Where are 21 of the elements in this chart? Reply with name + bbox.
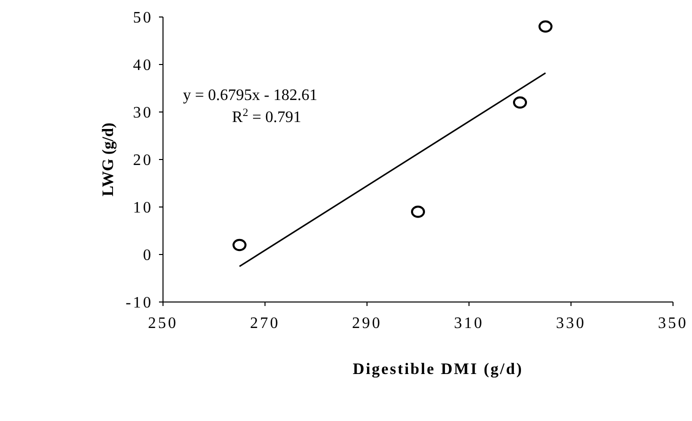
point (232, 238, 246, 252)
point (411, 206, 425, 218)
y-tick-label: 20 (133, 152, 153, 170)
x-tick-label: 330 (556, 315, 586, 332)
x-tick-label: 270 (250, 315, 280, 332)
y-tick-label: 50 (133, 10, 153, 27)
y-axis-title: LWG (g/d) (100, 122, 117, 196)
x-tick-label: 310 (454, 315, 484, 332)
x-tick-label: 350 (658, 315, 688, 332)
annotation: y = 0.6795x - 182.61 (183, 87, 318, 104)
x-tick-label: 250 (148, 315, 178, 332)
y-tick-label: 10 (133, 200, 153, 217)
x-axis-title: Digestible DMI (g/d) (352, 361, 524, 378)
point (538, 20, 552, 33)
annotation: R$^{2}$ = 0.791 (232, 107, 302, 126)
y-tick-label: 0 (143, 247, 153, 264)
point (513, 96, 527, 109)
y-tick-label: -10 (126, 294, 153, 312)
y-tick-label: 40 (133, 57, 153, 74)
y-tick-label: 30 (133, 104, 153, 122)
x-tick-label: 290 (352, 315, 382, 332)
